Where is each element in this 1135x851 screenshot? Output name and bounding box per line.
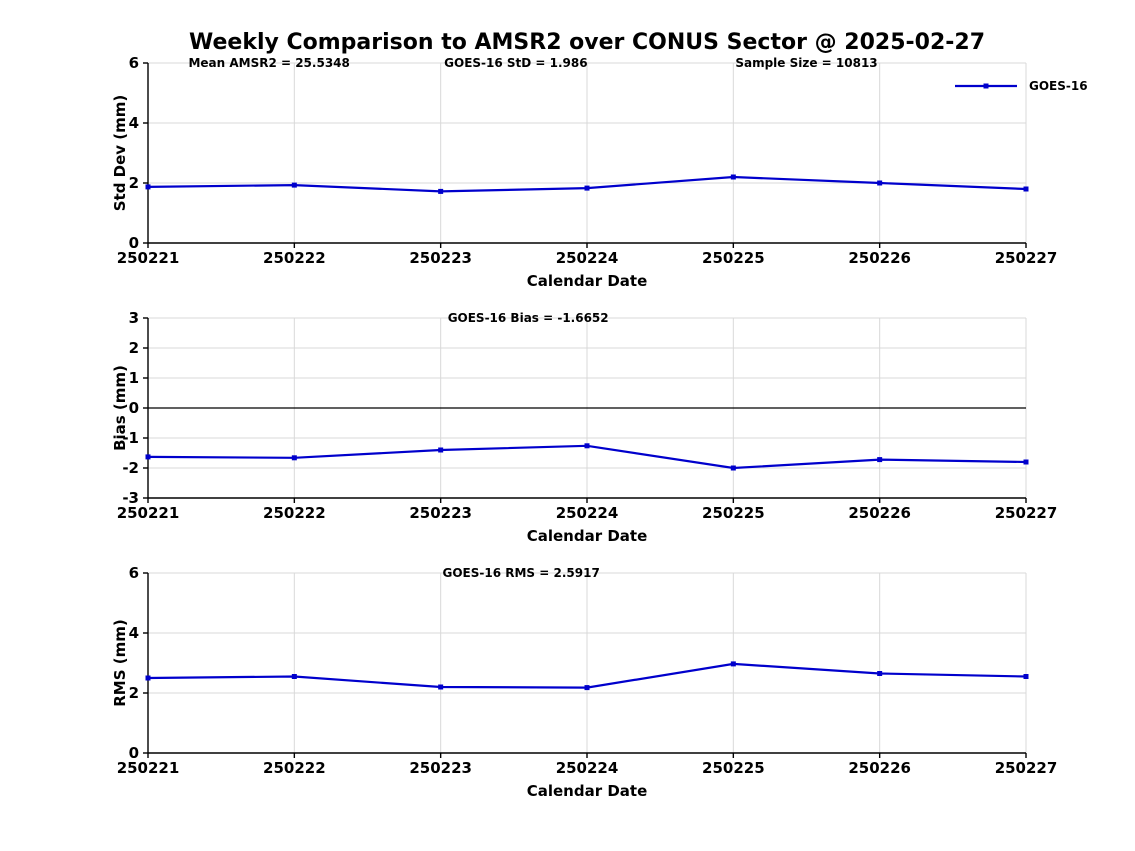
y-axis-title: Std Dev (mm): [111, 95, 129, 212]
x-tick-label: 250227: [995, 504, 1058, 522]
x-tick-label: 250227: [995, 249, 1058, 267]
data-point-marker: [1023, 459, 1029, 465]
data-point-marker: [1023, 186, 1029, 192]
data-point-marker: [145, 454, 151, 460]
x-tick-label: 250225: [702, 249, 765, 267]
y-tick-label: 1: [129, 369, 139, 387]
y-axis-title: Bias (mm): [111, 365, 129, 451]
x-tick-label: 250227: [995, 759, 1058, 777]
y-tick-label: 6: [129, 54, 139, 72]
x-axis-title: Calendar Date: [527, 527, 648, 545]
x-axis-title: Calendar Date: [527, 272, 648, 290]
x-tick-label: 250223: [409, 759, 472, 777]
x-tick-label: 250222: [263, 759, 326, 777]
legend-marker: [983, 83, 989, 89]
x-tick-label: 250225: [702, 759, 765, 777]
y-tick-label: 0: [129, 399, 139, 417]
x-tick-label: 250221: [117, 504, 180, 522]
x-tick-label: 250222: [263, 249, 326, 267]
y-tick-label: 6: [129, 564, 139, 582]
x-tick-label: 250226: [848, 759, 911, 777]
x-tick-label: 250221: [117, 249, 180, 267]
data-point-marker: [730, 465, 736, 471]
y-tick-label: 3: [129, 309, 139, 327]
x-axis-title: Calendar Date: [527, 782, 648, 800]
data-point-marker: [438, 188, 444, 194]
data-point-marker: [730, 174, 736, 180]
data-point-marker: [730, 661, 736, 667]
data-point-marker: [584, 185, 590, 191]
y-tick-label: -3: [122, 489, 139, 507]
data-point-marker: [877, 180, 883, 186]
data-point-marker: [1023, 674, 1029, 679]
y-tick-label: 0: [129, 234, 139, 252]
y-tick-label: 2: [129, 174, 139, 192]
x-tick-label: 250223: [409, 504, 472, 522]
x-tick-label: 250224: [556, 504, 619, 522]
page-title: Weekly Comparison to AMSR2 over CONUS Se…: [189, 30, 985, 55]
data-point-marker: [145, 184, 151, 190]
x-tick-label: 250222: [263, 504, 326, 522]
legend-label: GOES-16: [1029, 79, 1088, 93]
y-tick-label: 4: [129, 624, 139, 642]
annotation: Mean AMSR2 = 25.5348: [188, 56, 349, 70]
y-tick-label: -1: [122, 429, 139, 447]
y-tick-label: 4: [129, 114, 139, 132]
annotation: GOES-16 Bias = -1.6652: [448, 311, 609, 325]
data-point-marker: [291, 674, 297, 679]
bias-chart: -3 -2 -1 0 1 2 3 250221 250222 250223 250224 250225…: [111, 309, 1058, 545]
annotation: GOES-16 RMS = 2.5917: [443, 566, 600, 580]
data-point-marker: [877, 671, 883, 676]
x-tick-label: 250224: [556, 249, 619, 267]
annotation: GOES-16 StD = 1.986: [444, 56, 587, 70]
data-point-marker: [877, 457, 883, 463]
x-tick-label: 250221: [117, 759, 180, 777]
data-point-marker: [438, 447, 444, 453]
x-tick-label: 250225: [702, 504, 765, 522]
x-tick-label: 250226: [848, 249, 911, 267]
y-tick-label: -2: [122, 459, 139, 477]
data-point-marker: [584, 443, 590, 449]
x-tick-label: 250224: [556, 759, 619, 777]
y-axis-title: RMS (mm): [111, 619, 129, 706]
data-point-marker: [584, 685, 590, 691]
x-tick-label: 250226: [848, 504, 911, 522]
rms-chart: 0 2 4 6 250221 250222 250223 250224 250225 250226…: [111, 564, 1058, 800]
data-point-marker: [145, 675, 151, 681]
y-tick-label: 2: [129, 339, 139, 357]
y-tick-label: 2: [129, 684, 139, 702]
data-point-marker: [291, 455, 297, 461]
data-point-marker: [291, 182, 297, 188]
x-tick-label: 250223: [409, 249, 472, 267]
data-point-marker: [438, 684, 444, 690]
stddev-chart: 0 2 4 6 250221 250222 250223 250224 250225 250226…: [111, 54, 1088, 290]
annotation: Sample Size = 10813: [735, 56, 877, 70]
y-tick-label: 0: [129, 744, 139, 762]
